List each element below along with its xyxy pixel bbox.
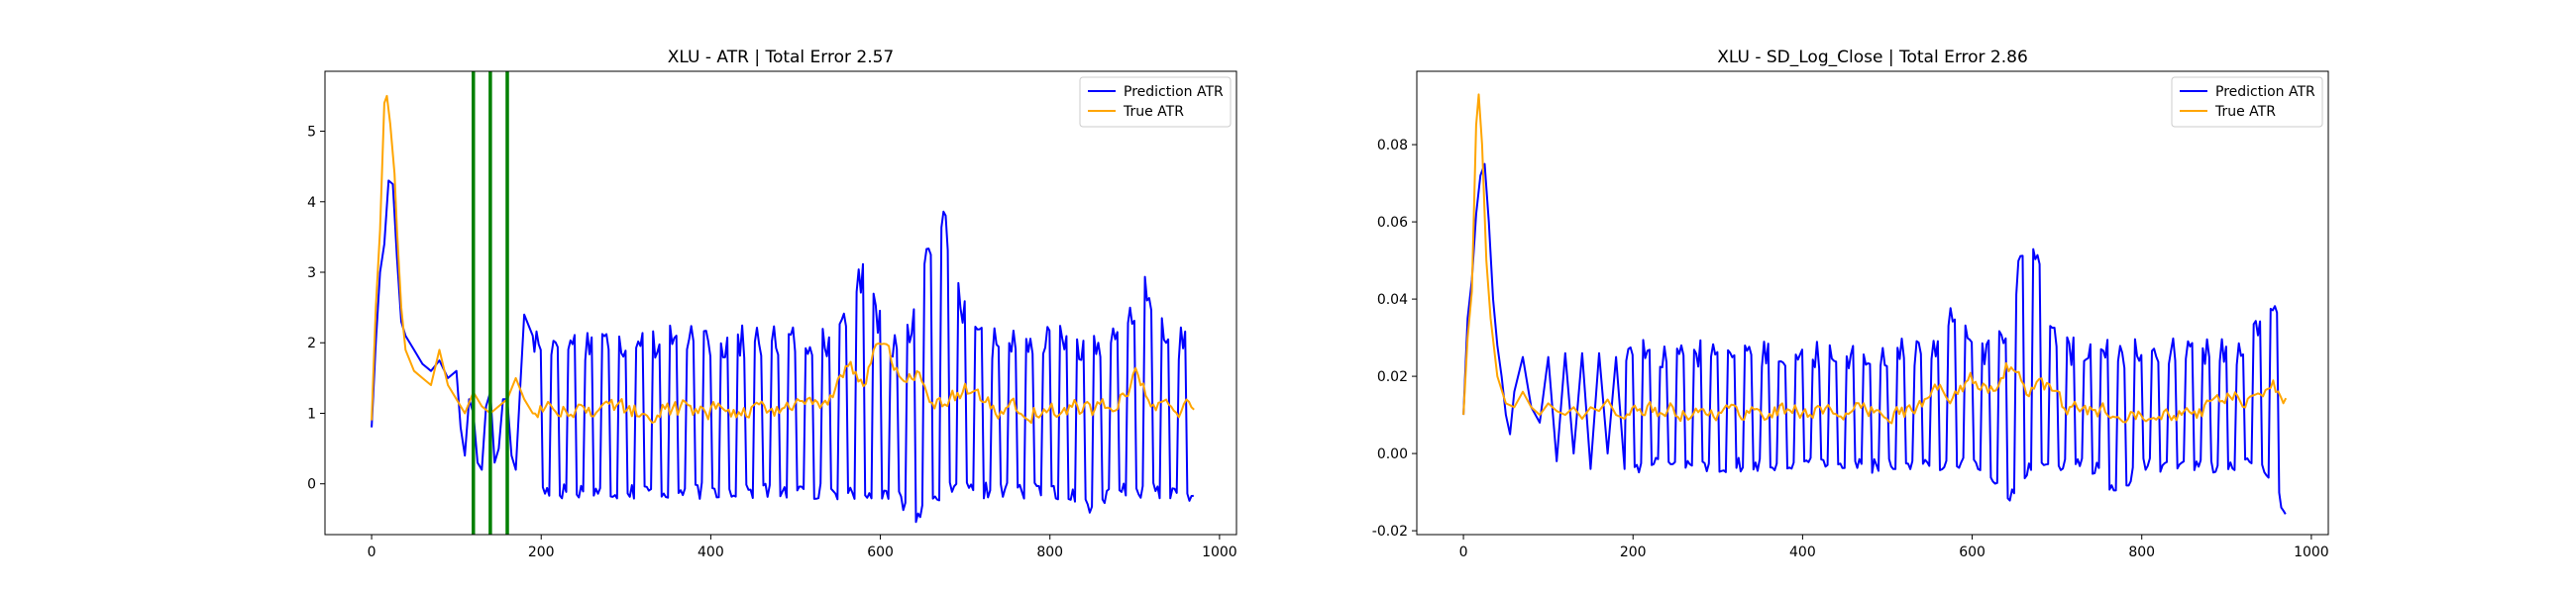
x-tick-label: 600	[1959, 544, 1986, 560]
legend: Prediction ATR True ATR	[1079, 76, 1232, 128]
y-tick-label: 1	[307, 406, 316, 422]
series-line-true	[1462, 93, 2288, 425]
x-tick-label: 800	[2128, 544, 2155, 560]
subplot-sd-log-close: XLU - SD_Log_Close | Total Error 2.86 0 2…	[1372, 48, 2329, 560]
x-tick-label: 800	[1036, 544, 1063, 560]
series-line-true	[371, 94, 1195, 425]
y-tick-label: 5	[307, 125, 316, 141]
legend-label-true: True ATR	[1123, 104, 1184, 120]
y-tick-label: 0	[307, 477, 316, 493]
vline-layer	[472, 71, 509, 535]
legend-label-true: True ATR	[2214, 104, 2276, 120]
x-tick-label: 200	[1620, 544, 1647, 560]
y-tick-label: 3	[307, 265, 316, 281]
x-tick-label: 400	[1789, 544, 1816, 560]
axis-ticks: 0 200 400 600 800 1000 -0.02 0.00 0.02 0.04 0.06 0.…	[1372, 138, 2329, 560]
y-tick-label: 2	[307, 336, 316, 351]
y-tick-label: 0.02	[1377, 369, 1408, 385]
legend-box	[1079, 76, 1232, 128]
x-tick-label: 600	[867, 544, 894, 560]
legend-box	[2171, 76, 2323, 128]
series-line-prediction	[1462, 162, 2287, 515]
axis-ticks: 0 200 400 600 800 1000 0 1 2 3 4 5	[307, 125, 1237, 560]
chart-title: XLU - SD_Log_Close | Total Error 2.86	[1717, 48, 2028, 67]
plot-frame	[1416, 70, 2329, 536]
y-tick-label: 0.04	[1377, 292, 1408, 308]
y-tick-label: 0.06	[1377, 215, 1408, 231]
series-layer	[1462, 93, 2288, 515]
legend: Prediction ATR True ATR	[2171, 76, 2323, 128]
series-line-prediction	[371, 179, 1194, 524]
series-layer	[371, 94, 1195, 524]
legend-label-prediction: Prediction ATR	[1124, 84, 1224, 100]
y-tick-label: -0.02	[1372, 524, 1408, 540]
x-tick-label: 0	[1459, 544, 1468, 560]
y-tick-label: 0.08	[1377, 138, 1408, 153]
y-tick-label: 4	[307, 195, 316, 211]
x-tick-label: 1000	[2294, 544, 2329, 560]
chart-title: XLU - ATR | Total Error 2.57	[668, 48, 895, 67]
y-tick-label: 0.00	[1377, 446, 1408, 462]
x-tick-label: 0	[368, 544, 376, 560]
x-tick-label: 1000	[1202, 544, 1237, 560]
plot-frame	[324, 70, 1237, 536]
x-tick-label: 400	[698, 544, 724, 560]
x-tick-label: 200	[528, 544, 555, 560]
legend-label-prediction: Prediction ATR	[2215, 84, 2315, 100]
subplot-atr: XLU - ATR | Total Error 2.57 0 200 400 600 8…	[307, 48, 1237, 560]
